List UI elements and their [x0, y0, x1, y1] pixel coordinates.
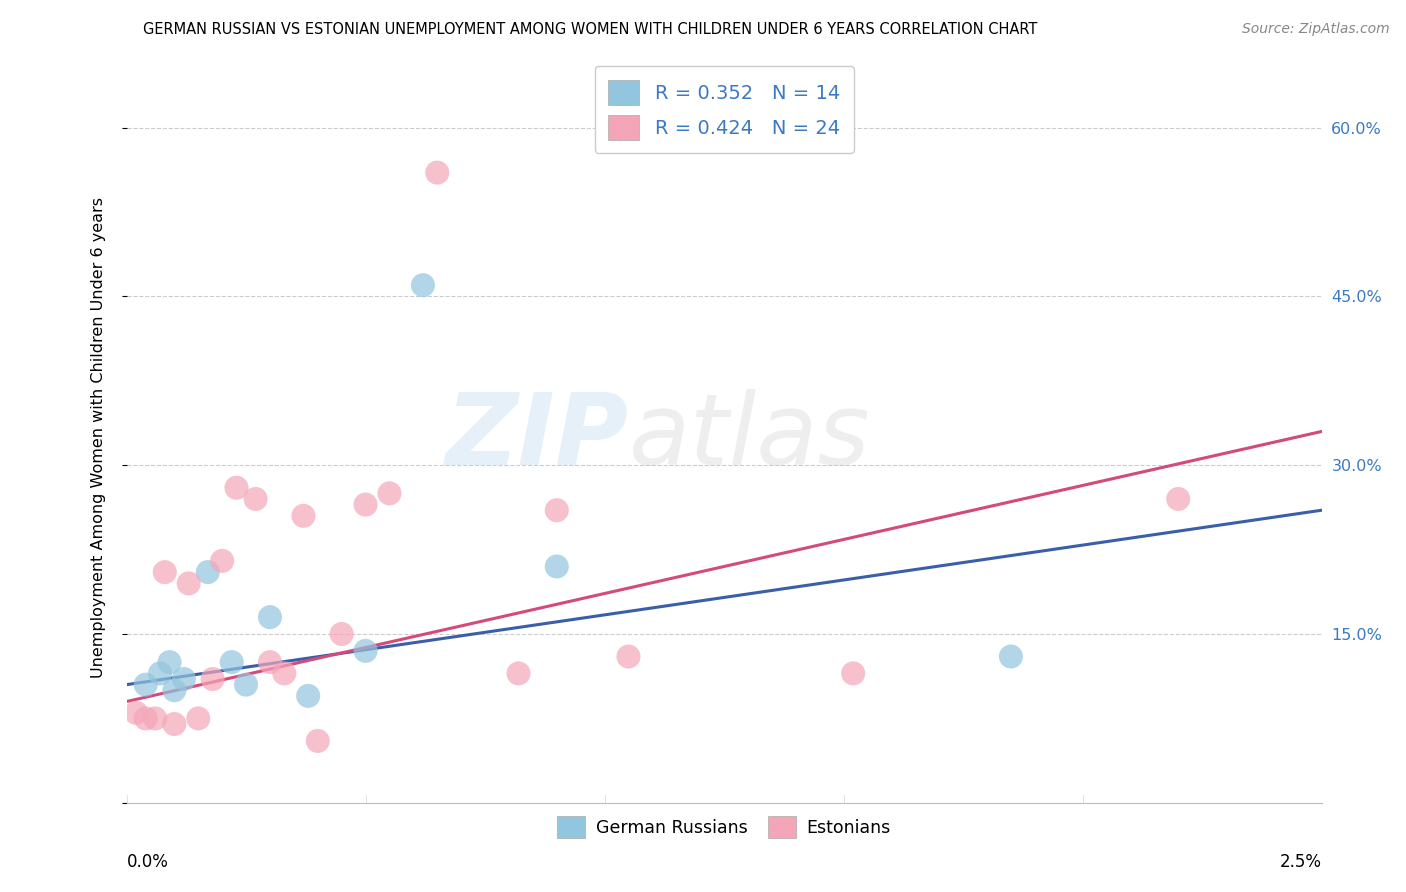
Point [842, 666, 865, 681]
Point [201, 672, 224, 686]
Point [354, 498, 377, 512]
Point [211, 554, 233, 568]
Text: ZIP: ZIP [446, 389, 628, 485]
Point [125, 706, 148, 720]
Point [235, 678, 257, 692]
Point [149, 666, 172, 681]
Point [163, 683, 186, 698]
Point [225, 481, 247, 495]
Point [426, 166, 449, 180]
Point [508, 666, 530, 681]
Point [412, 278, 434, 293]
Point [135, 711, 157, 725]
Point [221, 655, 243, 669]
Point [1000, 649, 1022, 664]
Point [617, 649, 640, 664]
Point [259, 610, 281, 624]
Point [354, 644, 377, 658]
Point [259, 655, 281, 669]
Point [187, 711, 209, 725]
Point [163, 717, 186, 731]
Point [159, 655, 181, 669]
Point [330, 627, 353, 641]
Legend: German Russians, Estonians: German Russians, Estonians [551, 809, 897, 846]
Text: 0.0%: 0.0% [127, 854, 169, 871]
Y-axis label: Unemployment Among Women with Children Under 6 years: Unemployment Among Women with Children U… [91, 196, 105, 678]
Point [273, 666, 295, 681]
Point [177, 576, 200, 591]
Text: 2.5%: 2.5% [1279, 854, 1322, 871]
Point [292, 508, 315, 523]
Text: GERMAN RUSSIAN VS ESTONIAN UNEMPLOYMENT AMONG WOMEN WITH CHILDREN UNDER 6 YEARS : GERMAN RUSSIAN VS ESTONIAN UNEMPLOYMENT … [143, 22, 1038, 37]
Point [197, 565, 219, 579]
Point [546, 503, 568, 517]
Point [173, 672, 195, 686]
Point [1167, 491, 1189, 506]
Point [546, 559, 568, 574]
Point [378, 486, 401, 500]
Point [135, 678, 157, 692]
Point [297, 689, 319, 703]
Point [245, 491, 267, 506]
Text: Source: ZipAtlas.com: Source: ZipAtlas.com [1241, 22, 1389, 37]
Point [143, 711, 166, 725]
Point [307, 734, 329, 748]
Point [153, 565, 176, 579]
Text: atlas: atlas [628, 389, 870, 485]
